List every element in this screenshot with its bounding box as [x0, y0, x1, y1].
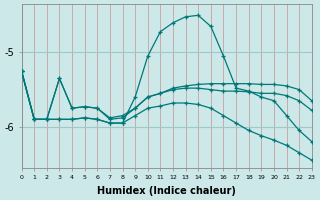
X-axis label: Humidex (Indice chaleur): Humidex (Indice chaleur) [97, 186, 236, 196]
